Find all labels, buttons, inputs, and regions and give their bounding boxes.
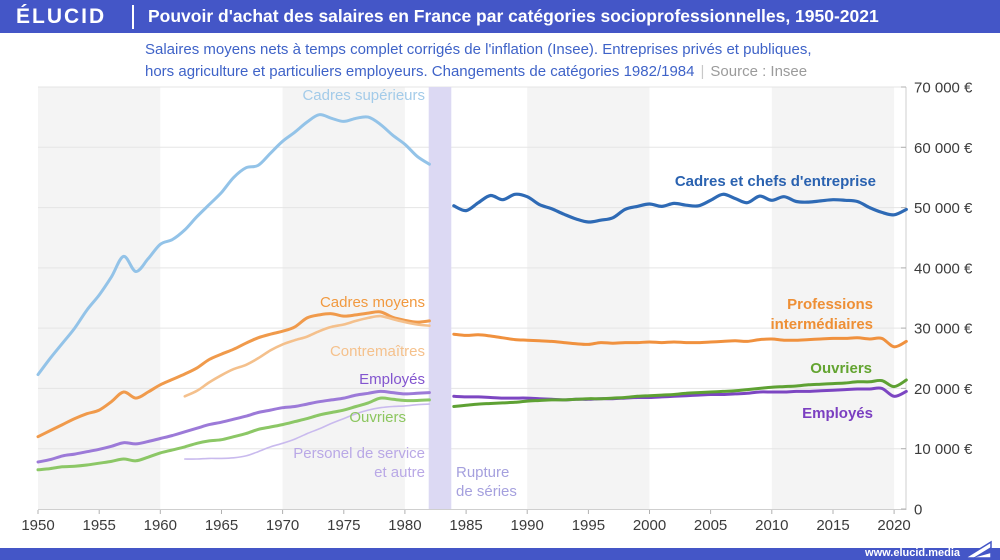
series-ouvriers_gauche bbox=[36, 396, 431, 472]
svg-text:1980: 1980 bbox=[388, 517, 421, 534]
label-professions-intermediaires: Professions intermédiaires bbox=[770, 295, 873, 335]
series-contremaitres bbox=[183, 314, 431, 398]
pennant-icon bbox=[964, 540, 992, 559]
svg-text:1960: 1960 bbox=[144, 517, 177, 534]
series-professions_intermediaires bbox=[452, 332, 908, 349]
header-bar: ÉLUCID Pouvoir d'achat des salaires en F… bbox=[0, 0, 1000, 33]
series-employes_gauche bbox=[36, 389, 431, 464]
label-rupture-line1: Rupture bbox=[456, 464, 510, 481]
page-title: Pouvoir d'achat des salaires en France p… bbox=[148, 6, 879, 26]
label-ouvriers-droite: Ouvriers bbox=[810, 360, 872, 377]
svg-text:2005: 2005 bbox=[694, 517, 727, 534]
series-cadres_chefs bbox=[452, 192, 908, 224]
svg-text:40 000 €: 40 000 € bbox=[914, 260, 973, 277]
svg-text:1995: 1995 bbox=[572, 517, 605, 534]
label-ouvriers-gauche: Ouvriers bbox=[349, 409, 406, 426]
svg-text:1975: 1975 bbox=[327, 517, 360, 534]
label-cadres-moyens: Cadres moyens bbox=[319, 294, 425, 311]
svg-text:1965: 1965 bbox=[205, 517, 238, 534]
svg-text:2000: 2000 bbox=[633, 517, 666, 534]
label-professions-line1: Professions bbox=[787, 296, 873, 313]
footer-bar bbox=[0, 548, 1000, 560]
label-personel-line1: Personel de service bbox=[293, 445, 425, 462]
chart-subtitle: Salaires moyens nets à temps complet cor… bbox=[145, 39, 812, 83]
subtitle-line2-text: hors agriculture et particuliers employe… bbox=[145, 63, 695, 80]
label-personel-line2: et autre bbox=[374, 464, 425, 481]
brand-logo: ÉLUCID bbox=[16, 4, 107, 28]
svg-text:2020: 2020 bbox=[877, 517, 910, 534]
subtitle-separator: | bbox=[700, 63, 705, 80]
subtitle-line2: hors agriculture et particuliers employe… bbox=[145, 61, 812, 83]
svg-text:1970: 1970 bbox=[266, 517, 299, 534]
source-credit: Source : Insee bbox=[710, 63, 808, 80]
label-cadres-superieurs: Cadres supérieurs bbox=[302, 87, 425, 104]
series-cadres_superieurs bbox=[36, 113, 431, 377]
label-rupture-de-series: Rupture de séries bbox=[456, 463, 517, 501]
label-professions-line2: intermédiaires bbox=[770, 316, 873, 333]
svg-text:1950: 1950 bbox=[21, 517, 54, 534]
series-ouvriers_droite bbox=[452, 378, 908, 408]
svg-text:2010: 2010 bbox=[755, 517, 788, 534]
label-cadres-chefs: Cadres et chefs d'entreprise bbox=[674, 173, 876, 190]
svg-text:50 000 €: 50 000 € bbox=[914, 200, 973, 217]
svg-text:2015: 2015 bbox=[816, 517, 849, 534]
label-personel-de-service: Personel de service et autre bbox=[293, 444, 425, 482]
svg-text:70 000 €: 70 000 € bbox=[914, 80, 973, 97]
brand-separator bbox=[132, 4, 134, 29]
svg-text:0: 0 bbox=[914, 502, 922, 519]
series-personel_de_service bbox=[184, 403, 431, 460]
svg-text:60 000 €: 60 000 € bbox=[914, 140, 973, 157]
svg-text:1985: 1985 bbox=[449, 517, 482, 534]
label-contremaitres: Contremaîtres bbox=[329, 343, 425, 360]
svg-text:30 000 €: 30 000 € bbox=[914, 321, 973, 338]
series-employes_droite bbox=[452, 386, 908, 402]
svg-text:1990: 1990 bbox=[511, 517, 544, 534]
label-employes-gauche: Employés bbox=[359, 371, 425, 388]
label-employes-droite: Employés bbox=[802, 405, 873, 422]
subtitle-line1: Salaires moyens nets à temps complet cor… bbox=[145, 41, 812, 58]
svg-text:10 000 €: 10 000 € bbox=[914, 441, 973, 458]
label-rupture-line2: de séries bbox=[456, 483, 517, 500]
svg-text:20 000 €: 20 000 € bbox=[914, 381, 973, 398]
elucid-url: www.elucid.media bbox=[865, 547, 960, 559]
series-cadres_moyens bbox=[36, 310, 431, 439]
svg-text:1955: 1955 bbox=[83, 517, 116, 534]
